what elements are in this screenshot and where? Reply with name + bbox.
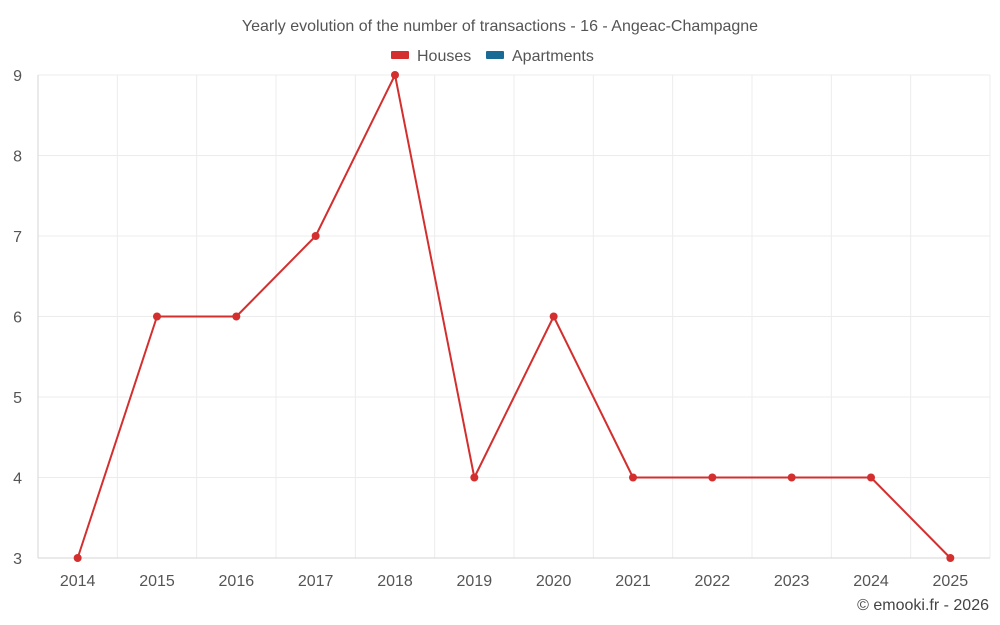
y-tick-label: 5 xyxy=(13,390,22,407)
legend-item-houses[interactable]: Houses xyxy=(391,48,471,65)
data-point-houses-2019[interactable] xyxy=(470,473,479,482)
x-tick-label: 2022 xyxy=(695,573,731,590)
y-tick-label: 8 xyxy=(13,149,22,166)
x-tick-label: 2014 xyxy=(60,573,96,590)
credit-text: © emooki.fr - 2026 xyxy=(857,597,989,614)
y-tick-label: 6 xyxy=(13,310,22,327)
series xyxy=(73,71,955,562)
data-point-houses-2016[interactable] xyxy=(232,312,241,321)
x-tick-label: 2016 xyxy=(219,573,255,590)
series-line-houses xyxy=(76,74,952,559)
x-tick-label: 2018 xyxy=(377,573,413,590)
y-tick-label: 9 xyxy=(13,68,22,85)
data-point-houses-2018[interactable] xyxy=(391,71,399,79)
legend-swatch-apartments xyxy=(486,51,504,59)
tick-labels: 3 4 5 6 7 8 9 2014 2015 2016 2017 2018 2019 2020 2021 2… xyxy=(13,68,968,590)
y-tick-label: 7 xyxy=(13,229,22,246)
x-tick-label: 2017 xyxy=(298,573,334,590)
data-point-houses-2025[interactable] xyxy=(946,554,955,562)
data-point-houses-2020[interactable] xyxy=(549,312,558,321)
data-point-houses-2022[interactable] xyxy=(708,473,717,482)
x-tick-label: 2019 xyxy=(457,573,493,590)
y-tick-label: 3 xyxy=(13,551,22,568)
data-point-houses-2014[interactable] xyxy=(73,554,82,562)
x-tick-label: 2021 xyxy=(615,573,651,590)
data-point-houses-2023[interactable] xyxy=(787,473,796,482)
data-point-houses-2015[interactable] xyxy=(153,312,161,321)
legend-swatch-houses xyxy=(391,51,409,59)
legend-label-apartments: Apartments xyxy=(512,48,594,65)
data-point-houses-2021[interactable] xyxy=(629,473,637,482)
legend: Houses Apartments xyxy=(391,48,594,65)
legend-label-houses: Houses xyxy=(417,48,471,65)
x-tick-label: 2025 xyxy=(933,573,969,590)
legend-item-apartments[interactable]: Apartments xyxy=(486,48,594,65)
x-tick-label: 2023 xyxy=(774,573,810,590)
y-tick-label: 4 xyxy=(13,471,22,488)
data-point-houses-2024[interactable] xyxy=(867,473,875,482)
x-tick-label: 2015 xyxy=(139,573,175,590)
x-tick-label: 2020 xyxy=(536,573,572,590)
axes xyxy=(37,75,990,559)
data-point-houses-2017[interactable] xyxy=(311,232,320,240)
x-tick-label: 2024 xyxy=(853,573,889,590)
chart-title: Yearly evolution of the number of transa… xyxy=(242,18,758,35)
